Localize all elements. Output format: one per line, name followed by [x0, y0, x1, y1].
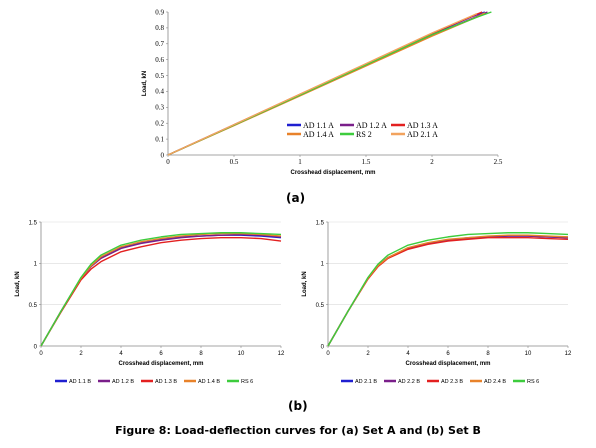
legend-label: AD 2.4 B: [484, 379, 506, 385]
series-line-0: [40, 234, 282, 347]
y-tick-label: 1.5: [316, 220, 325, 226]
y-tick-label: 1.5: [29, 220, 38, 226]
series-line-2: [40, 237, 282, 347]
y-tick-label: 0.8: [155, 24, 164, 32]
series-line-1: [327, 235, 569, 347]
x-tick-label: 2.5: [494, 158, 503, 166]
series-line-1: [40, 233, 282, 347]
x-tick-label: 1: [298, 158, 302, 166]
x-axis-label: Crosshead displacement, mm: [118, 361, 203, 367]
panel-label-b: (b): [288, 399, 308, 413]
legend-label: RS 2: [356, 130, 372, 139]
legend-label: AD 1.4 B: [198, 379, 220, 385]
legend-label: AD 2.1 A: [407, 130, 438, 139]
y-tick-label: 0: [161, 151, 165, 159]
legend-label: AD 1.2 A: [356, 121, 387, 130]
legend-label: AD 1.3 B: [155, 379, 177, 385]
x-tick-label: 0: [166, 158, 170, 166]
x-axis-label: Crosshead displacement, mm: [405, 361, 490, 367]
x-tick-label: 2: [430, 158, 434, 166]
series-line-0: [327, 235, 569, 347]
y-tick-label: 0.1: [155, 135, 164, 143]
x-tick-label: 0.5: [230, 158, 239, 166]
legend-label: AD 1.1 A: [303, 121, 334, 130]
legend-label: AD 1.2 B: [112, 379, 134, 385]
legend-label: AD 1.3 A: [407, 121, 438, 130]
x-tick-label: 0: [39, 351, 43, 357]
x-tick-label: 10: [238, 351, 245, 357]
x-tick-label: 12: [565, 351, 572, 357]
legend-label: AD 1.1 B: [69, 379, 91, 385]
y-tick-label: 0.4: [155, 88, 164, 96]
x-tick-label: 6: [446, 351, 450, 357]
series-line-4: [40, 232, 282, 347]
x-tick-label: 1.5: [362, 158, 371, 166]
y-tick-label: 0.5: [29, 303, 38, 309]
x-tick-label: 4: [406, 351, 410, 357]
y-tick-label: 0.9: [155, 8, 164, 16]
x-tick-label: 2: [79, 351, 83, 357]
y-axis-label: Load, kN: [142, 71, 148, 96]
y-tick-label: 0.5: [316, 303, 325, 309]
legend-label: AD 2.3 B: [441, 379, 463, 385]
x-tick-label: 0: [326, 351, 330, 357]
y-tick-label: 1: [34, 262, 38, 268]
x-tick-label: 4: [119, 351, 123, 357]
legend-label: AD 2.2 B: [398, 379, 420, 385]
y-axis-label: Load, kN: [302, 271, 308, 296]
x-tick-label: 10: [525, 351, 532, 357]
x-tick-label: 12: [278, 351, 285, 357]
y-axis-label: Load, kN: [15, 271, 21, 296]
y-tick-label: 0.5: [155, 72, 164, 80]
series-line-2: [327, 237, 569, 347]
y-tick-label: 1: [321, 262, 325, 268]
y-tick-label: 0: [321, 344, 325, 350]
x-tick-label: 8: [199, 351, 203, 357]
x-tick-label: 6: [159, 351, 163, 357]
series-line-3: [327, 234, 569, 347]
legend-label: AD 2.1 B: [355, 379, 377, 385]
legend-label: AD 1.4 A: [303, 130, 334, 139]
figure-caption: Figure 8: Load-deflection curves for (a)…: [115, 424, 481, 437]
legend-label: RS 6: [241, 379, 253, 385]
x-tick-label: 8: [486, 351, 490, 357]
panel-label-a: (a): [286, 191, 306, 205]
y-tick-label: 0: [34, 344, 38, 350]
y-tick-label: 0.3: [155, 104, 164, 112]
chart-b-left-set-b-ad1: 0 2 4 6 8 10 12 0 0.5 1 1.5 Crosshead displacement,…: [15, 220, 285, 385]
x-axis-label: Crosshead displacement, mm: [290, 170, 375, 176]
series-line-3: [40, 232, 282, 347]
y-tick-label: 0.6: [155, 56, 164, 64]
chart-b-right-set-b-ad2: 0 2 4 6 8 10 12 0 0.5 1 1.5 Crosshead displacement,…: [302, 220, 572, 385]
legend-label: RS 6: [527, 379, 539, 385]
y-tick-label: 0.2: [155, 120, 164, 128]
series-line-4: [327, 232, 569, 347]
chart-a-load-deflection-set-a: 0 0.5 1 1.5 2 2.5 0 0.1 0.2 0.3 0.4 0.5 0.6 0.7 0.8 0.9…: [142, 8, 503, 176]
x-tick-label: 2: [366, 351, 370, 357]
y-tick-label: 0.7: [155, 40, 164, 48]
